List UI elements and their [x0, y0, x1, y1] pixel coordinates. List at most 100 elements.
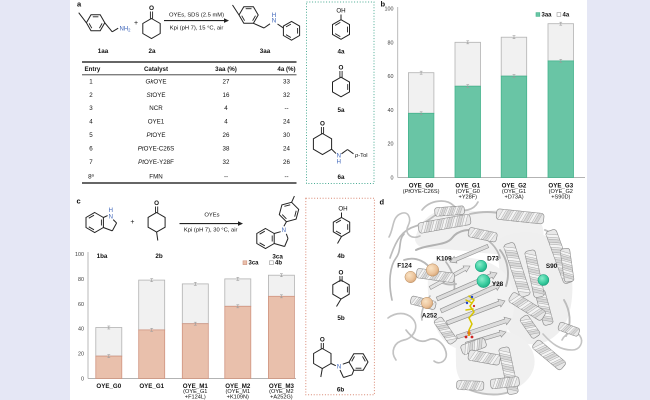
svg-text:27: 27	[223, 78, 230, 85]
svg-text:Kpi (pH 7), 30 °C, air: Kpi (pH 7), 30 °C, air	[184, 228, 238, 234]
svg-text:6b: 6b	[337, 387, 345, 394]
svg-text:1ba: 1ba	[97, 253, 108, 260]
svg-text:3aa: 3aa	[260, 48, 271, 55]
svg-text:+: +	[130, 219, 134, 226]
svg-text:S90: S90	[546, 263, 558, 270]
svg-text:+S90D): +S90D)	[551, 195, 570, 201]
svg-text:4b: 4b	[337, 253, 345, 260]
svg-text:0: 0	[391, 176, 394, 182]
svg-text:(OYE_G0: (OYE_G0	[456, 189, 480, 195]
svg-text:b: b	[381, 0, 386, 9]
svg-text:4a (%): 4a (%)	[277, 66, 295, 73]
svg-text:OYE_G1: OYE_G1	[139, 383, 164, 390]
svg-text:O: O	[149, 5, 154, 12]
svg-text:4a: 4a	[563, 12, 570, 18]
svg-text:N: N	[282, 228, 286, 234]
svg-text:80: 80	[388, 40, 394, 46]
svg-text:OYE_G0: OYE_G0	[409, 183, 434, 190]
svg-text:NH2: NH2	[120, 26, 132, 32]
svg-text:80: 80	[78, 277, 84, 283]
svg-text:a: a	[77, 0, 82, 9]
svg-text:6: 6	[89, 146, 93, 153]
svg-text:OYE_M3: OYE_M3	[269, 383, 295, 390]
svg-text:6a: 6a	[337, 174, 345, 181]
svg-text:--: --	[224, 174, 228, 181]
svg-text:3aa: 3aa	[542, 12, 553, 18]
svg-text:3ca: 3ca	[272, 254, 283, 261]
svg-text:O: O	[339, 270, 344, 277]
svg-text:p-Tol: p-Tol	[354, 153, 368, 159]
svg-text:26: 26	[223, 132, 230, 139]
svg-text:OH: OH	[336, 8, 345, 15]
svg-text:N: N	[337, 154, 341, 160]
svg-text:N: N	[337, 364, 341, 370]
svg-text:40: 40	[388, 108, 394, 114]
svg-text:3aa (%): 3aa (%)	[215, 66, 237, 73]
svg-text:5: 5	[89, 132, 93, 139]
svg-text:F124: F124	[397, 262, 412, 269]
svg-text:2b: 2b	[155, 253, 163, 260]
svg-text:PtOYE: PtOYE	[147, 132, 166, 139]
svg-text:40: 40	[78, 327, 84, 333]
svg-text:7: 7	[89, 159, 93, 166]
svg-text:K109: K109	[436, 255, 452, 262]
svg-text:O: O	[320, 337, 325, 344]
svg-text:A252: A252	[422, 313, 438, 320]
svg-text:--: --	[284, 174, 288, 181]
svg-text:3ca: 3ca	[249, 261, 260, 267]
svg-text:StOYE: StOYE	[147, 92, 166, 99]
svg-text:PtOYE-C26S: PtOYE-C26S	[138, 146, 174, 153]
svg-text:OYE_G1: OYE_G1	[455, 183, 480, 190]
svg-text:H: H	[109, 208, 113, 214]
svg-text:(OYE_G1: (OYE_G1	[183, 389, 207, 395]
svg-text:+D73A): +D73A)	[504, 195, 523, 201]
svg-text:30: 30	[283, 132, 290, 139]
svg-text:Y28: Y28	[492, 281, 504, 288]
svg-text:32: 32	[223, 159, 230, 166]
svg-text:60: 60	[388, 74, 394, 80]
svg-text:1: 1	[89, 78, 93, 85]
svg-text:4: 4	[89, 119, 93, 126]
svg-text:2a: 2a	[148, 48, 156, 55]
svg-text:+K109N): +K109N)	[227, 395, 249, 400]
svg-text:OYE_M1: OYE_M1	[183, 383, 209, 390]
svg-text:+F124L): +F124L)	[185, 395, 206, 400]
svg-text:60: 60	[78, 302, 84, 308]
svg-text:24: 24	[283, 146, 290, 153]
svg-text:OYE1: OYE1	[148, 119, 165, 126]
svg-text:NCR: NCR	[149, 105, 163, 112]
svg-text:H: H	[272, 12, 276, 19]
svg-text:20: 20	[78, 352, 84, 358]
svg-text:26: 26	[283, 159, 290, 166]
svg-text:c: c	[77, 197, 81, 206]
svg-text:2: 2	[89, 92, 93, 99]
svg-text:16: 16	[223, 92, 230, 99]
svg-text:OYE_G0: OYE_G0	[96, 383, 121, 390]
svg-text:(OYE_M2: (OYE_M2	[269, 389, 294, 395]
svg-text:OYE_M2: OYE_M2	[225, 383, 251, 390]
svg-text:+Y28F): +Y28F)	[459, 195, 478, 201]
svg-text:OYEs: OYEs	[204, 213, 219, 219]
svg-text:H: H	[337, 160, 341, 166]
svg-text:5a: 5a	[337, 107, 345, 114]
svg-text:32: 32	[283, 92, 290, 99]
svg-text:20: 20	[388, 142, 394, 148]
svg-text:GkOYE: GkOYE	[146, 78, 167, 85]
svg-text:Entry: Entry	[85, 66, 101, 73]
svg-text:N: N	[109, 214, 113, 220]
svg-text:OYEs, SDS (2.5 mM): OYEs, SDS (2.5 mM)	[169, 13, 224, 19]
svg-text:24: 24	[283, 119, 290, 126]
svg-text:0: 0	[81, 377, 84, 383]
svg-text:Catalyst: Catalyst	[144, 66, 168, 73]
svg-text:4a: 4a	[337, 49, 345, 56]
svg-text:100: 100	[75, 252, 84, 258]
svg-text:PtOYE-Y28F: PtOYE-Y28F	[138, 159, 174, 166]
svg-text:(OYE_G2: (OYE_G2	[549, 189, 573, 195]
svg-text:+A252G): +A252G)	[270, 395, 293, 400]
svg-text:(PtOYE-C26S): (PtOYE-C26S)	[403, 189, 440, 195]
svg-text:O: O	[154, 200, 159, 207]
svg-text:4: 4	[224, 119, 228, 126]
svg-text:Kpi (pH 7), 15 °C, air: Kpi (pH 7), 15 °C, air	[170, 26, 224, 32]
svg-text:d: d	[380, 198, 385, 207]
svg-text:OYE_G3: OYE_G3	[548, 183, 573, 190]
